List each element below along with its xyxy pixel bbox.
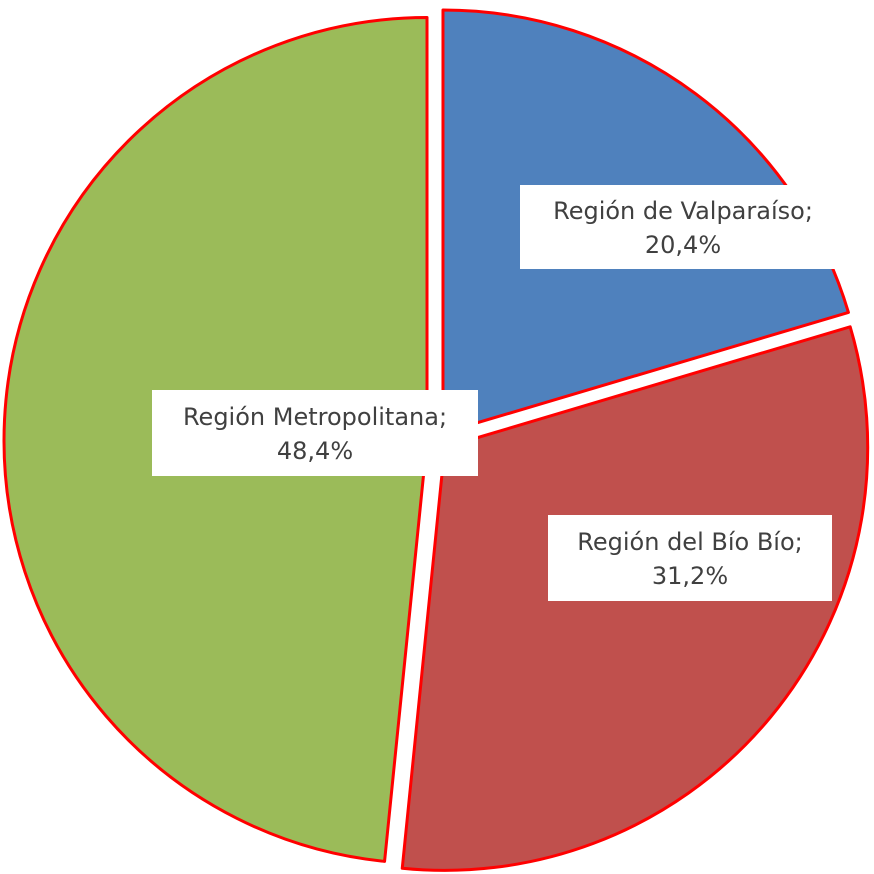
value-label: 31,2% <box>652 562 728 590</box>
category-label: Región Metropolitana; <box>183 403 447 431</box>
label-box <box>548 515 832 601</box>
value-label: 48,4% <box>277 437 353 465</box>
data-label: Región del Bío Bío; 31,2% <box>577 528 802 590</box>
data-label: Región de Valparaíso; 20,4% <box>553 197 813 259</box>
label-box <box>152 390 478 476</box>
category-label: Región de Valparaíso; <box>553 197 813 225</box>
value-label: 20,4% <box>645 231 721 259</box>
data-label: Región Metropolitana; 48,4% <box>183 403 447 465</box>
category-label: Región del Bío Bío; <box>577 528 802 556</box>
label-box <box>520 185 846 269</box>
